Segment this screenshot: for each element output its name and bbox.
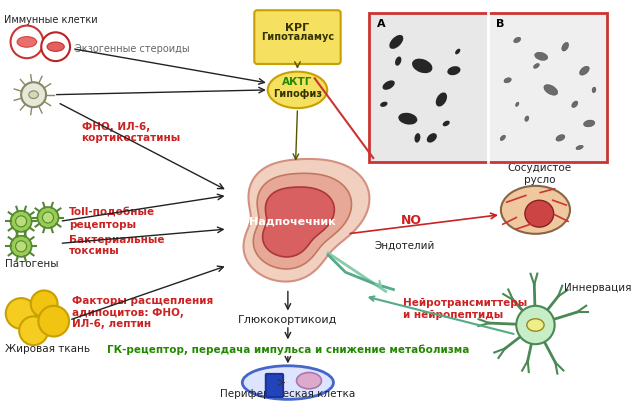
Ellipse shape bbox=[398, 113, 417, 124]
Text: A: A bbox=[377, 19, 386, 28]
Text: Сосудистое
русло: Сосудистое русло bbox=[508, 164, 572, 185]
Ellipse shape bbox=[592, 87, 596, 93]
Text: Глюкокортикоид: Глюкокортикоид bbox=[238, 316, 337, 325]
Ellipse shape bbox=[534, 63, 540, 68]
Circle shape bbox=[10, 236, 31, 257]
Ellipse shape bbox=[515, 102, 519, 106]
Ellipse shape bbox=[576, 145, 583, 150]
Circle shape bbox=[516, 306, 555, 344]
Circle shape bbox=[10, 211, 31, 232]
Ellipse shape bbox=[296, 372, 321, 389]
Circle shape bbox=[21, 82, 46, 107]
Ellipse shape bbox=[443, 121, 450, 126]
Ellipse shape bbox=[47, 42, 64, 52]
Text: B: B bbox=[496, 19, 504, 28]
Text: Иннервация: Иннервация bbox=[564, 283, 632, 293]
Text: Патогены: Патогены bbox=[4, 260, 58, 269]
Ellipse shape bbox=[436, 92, 447, 107]
Ellipse shape bbox=[455, 49, 460, 54]
FancyBboxPatch shape bbox=[254, 10, 340, 64]
Text: Периферическая клетка: Периферическая клетка bbox=[220, 389, 355, 399]
Circle shape bbox=[38, 306, 69, 337]
Ellipse shape bbox=[501, 186, 570, 234]
Ellipse shape bbox=[415, 133, 420, 143]
Text: NO: NO bbox=[401, 214, 422, 227]
Ellipse shape bbox=[525, 200, 554, 227]
Ellipse shape bbox=[579, 66, 589, 75]
Ellipse shape bbox=[427, 133, 437, 143]
Text: Экзогенные стероиды: Экзогенные стероиды bbox=[75, 44, 189, 54]
FancyBboxPatch shape bbox=[266, 374, 283, 397]
Text: Эндотелий: Эндотелий bbox=[374, 240, 435, 250]
Polygon shape bbox=[253, 173, 351, 269]
Text: Иммунные клетки: Иммунные клетки bbox=[4, 15, 97, 25]
Circle shape bbox=[42, 212, 54, 223]
Text: Нейротрансмиттеры
и нейропептиды: Нейротрансмиттеры и нейропептиды bbox=[403, 298, 527, 320]
FancyBboxPatch shape bbox=[488, 13, 607, 162]
Text: Toll-подобные
рецепторы: Toll-подобные рецепторы bbox=[69, 208, 156, 229]
Text: ГК-рецептор, передача импульса и снижение метаболизма: ГК-рецептор, передача импульса и снижени… bbox=[107, 344, 469, 355]
Circle shape bbox=[15, 216, 27, 227]
Ellipse shape bbox=[556, 135, 565, 141]
Ellipse shape bbox=[268, 72, 327, 108]
Ellipse shape bbox=[514, 37, 521, 43]
Ellipse shape bbox=[525, 116, 529, 122]
FancyBboxPatch shape bbox=[369, 13, 488, 162]
Ellipse shape bbox=[534, 52, 548, 61]
Text: Надпочечник: Надпочечник bbox=[250, 216, 336, 226]
Ellipse shape bbox=[527, 319, 544, 331]
Text: Гипоталамус: Гипоталамус bbox=[261, 32, 334, 42]
Text: КРГ: КРГ bbox=[285, 23, 310, 33]
Text: Жировая ткань: Жировая ткань bbox=[4, 344, 90, 354]
Ellipse shape bbox=[412, 59, 433, 73]
Circle shape bbox=[37, 207, 58, 228]
Ellipse shape bbox=[383, 80, 395, 90]
Polygon shape bbox=[244, 159, 369, 281]
Ellipse shape bbox=[562, 42, 569, 51]
Circle shape bbox=[41, 32, 70, 61]
Ellipse shape bbox=[500, 135, 506, 140]
Polygon shape bbox=[262, 187, 334, 257]
Text: АКТГ: АКТГ bbox=[282, 77, 313, 87]
Ellipse shape bbox=[504, 78, 511, 83]
Text: ФНО, ИЛ-6,
кортикостатины: ФНО, ИЛ-6, кортикостатины bbox=[81, 122, 181, 143]
Text: Гипофиз: Гипофиз bbox=[273, 89, 322, 99]
Ellipse shape bbox=[29, 91, 38, 98]
Ellipse shape bbox=[17, 37, 36, 47]
Ellipse shape bbox=[572, 101, 578, 108]
Circle shape bbox=[6, 298, 36, 329]
Ellipse shape bbox=[380, 102, 388, 107]
Ellipse shape bbox=[447, 66, 460, 75]
Text: Факторы расщепления
адипоцитов: ФНО,
ИЛ-6, лептин: Факторы расщепления адипоцитов: ФНО, ИЛ-… bbox=[72, 296, 213, 330]
Ellipse shape bbox=[584, 120, 595, 127]
Ellipse shape bbox=[243, 366, 333, 399]
Circle shape bbox=[31, 290, 58, 317]
Circle shape bbox=[10, 26, 43, 58]
Circle shape bbox=[15, 241, 27, 252]
Text: Бактериальные
токсины: Бактериальные токсины bbox=[69, 235, 164, 256]
Ellipse shape bbox=[544, 84, 558, 95]
Circle shape bbox=[19, 316, 48, 345]
Ellipse shape bbox=[395, 56, 401, 66]
Ellipse shape bbox=[389, 35, 403, 49]
